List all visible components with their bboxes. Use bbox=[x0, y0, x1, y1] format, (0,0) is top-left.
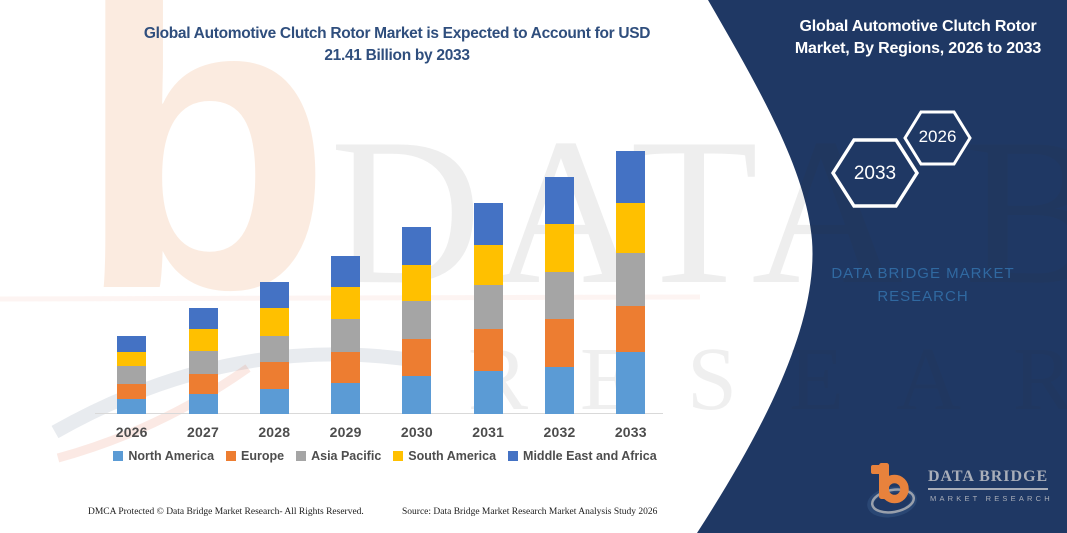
bar-2033 bbox=[616, 151, 646, 414]
legend-label: Middle East and Africa bbox=[523, 449, 657, 463]
bar-2028 bbox=[259, 281, 289, 414]
segment-europe-2032 bbox=[545, 319, 574, 367]
x-axis-label-2029: 2029 bbox=[329, 424, 362, 440]
segment-middle-east-and-africa-2031 bbox=[473, 202, 503, 245]
legend-swatch bbox=[226, 451, 237, 461]
x-axis-label-2030: 2030 bbox=[400, 424, 433, 440]
x-axis-label-2031: 2031 bbox=[472, 424, 505, 440]
segment-south-america-2033 bbox=[616, 203, 646, 254]
segment-north-america-2032 bbox=[545, 366, 574, 414]
segment-europe-2031 bbox=[473, 329, 503, 372]
segment-europe-2027 bbox=[188, 374, 218, 394]
bar-2029 bbox=[331, 255, 361, 414]
segment-south-america-2032 bbox=[545, 224, 574, 272]
banner-title: Global Automotive Clutch Rotor Market, B… bbox=[768, 16, 1067, 60]
chart-title: Global Automotive Clutch Rotor Market is… bbox=[77, 23, 717, 67]
segment-middle-east-and-africa-2033 bbox=[616, 151, 646, 204]
chart-title-line1: Global Automotive Clutch Rotor Market is… bbox=[143, 25, 651, 42]
segment-middle-east-and-africa-2029 bbox=[331, 255, 361, 288]
segment-asia-pacific-2027 bbox=[188, 350, 218, 374]
segment-south-america-2031 bbox=[473, 244, 503, 286]
chart-title-line2: 21.41 Billion by 2033 bbox=[324, 47, 470, 64]
legend-item-south-america: South America bbox=[393, 449, 496, 463]
segment-asia-pacific-2031 bbox=[473, 285, 503, 330]
chart-legend: North America Europe Asia Pacific South Ame… bbox=[25, 449, 745, 463]
panel-brand-text: DATA BRIDGE MARKET RESEARCH bbox=[798, 262, 1048, 308]
segment-middle-east-and-africa-2028 bbox=[259, 281, 289, 308]
legend-label: Asia Pacific bbox=[311, 449, 382, 463]
hexagon-2026-label: 2026 bbox=[918, 127, 957, 146]
x-axis-label-2032: 2032 bbox=[543, 424, 576, 440]
banner-title-line2: Market, By Regions, 2026 to 2033 bbox=[794, 40, 1042, 57]
segment-europe-2033 bbox=[616, 306, 646, 352]
x-axis-label-2028: 2028 bbox=[258, 424, 291, 440]
segment-north-america-2029 bbox=[331, 383, 361, 414]
segment-asia-pacific-2026 bbox=[117, 365, 147, 384]
data-bridge-logo-icon bbox=[867, 463, 917, 518]
legend-item-asia-pacific: Asia Pacific bbox=[296, 449, 381, 463]
segment-south-america-2026 bbox=[117, 352, 147, 366]
segment-south-america-2029 bbox=[331, 287, 361, 320]
bar-2032 bbox=[545, 176, 574, 414]
segment-south-america-2030 bbox=[402, 264, 432, 302]
bar-2030 bbox=[402, 227, 432, 414]
segment-north-america-2033 bbox=[616, 352, 646, 414]
segment-north-america-2027 bbox=[188, 394, 218, 414]
legend-item-middle-east-and-africa: Middle East and Africa bbox=[508, 449, 657, 463]
x-axis-line bbox=[95, 413, 663, 414]
footer-source: Source: Data Bridge Market Research Mark… bbox=[402, 507, 658, 517]
x-axis-label-2033: 2033 bbox=[614, 424, 647, 440]
segment-middle-east-and-africa-2026 bbox=[117, 335, 147, 353]
segment-europe-2026 bbox=[117, 384, 147, 399]
legend-swatch bbox=[113, 451, 124, 461]
footer-dmca: DMCA Protected © Data Bridge Market Rese… bbox=[88, 507, 364, 517]
data-bridge-logo: DATA BRIDGE MARKET RESEARCH bbox=[866, 452, 1056, 524]
segment-asia-pacific-2033 bbox=[616, 253, 646, 307]
segment-north-america-2028 bbox=[259, 388, 289, 414]
bar-2026 bbox=[117, 335, 147, 414]
segment-asia-pacific-2030 bbox=[402, 301, 432, 340]
x-axis-label-2027: 2027 bbox=[187, 424, 219, 440]
segment-south-america-2027 bbox=[188, 329, 218, 351]
logo-title: DATA BRIDGE bbox=[928, 468, 1049, 490]
segment-middle-east-and-africa-2030 bbox=[402, 227, 432, 265]
segment-europe-2030 bbox=[402, 339, 432, 377]
legend-swatch bbox=[508, 451, 519, 461]
segment-asia-pacific-2029 bbox=[331, 319, 361, 353]
bar-2031 bbox=[473, 202, 503, 414]
legend-label: South America bbox=[408, 449, 497, 463]
segment-europe-2029 bbox=[331, 352, 361, 384]
segment-north-america-2026 bbox=[117, 399, 147, 414]
segment-north-america-2030 bbox=[402, 376, 432, 414]
legend-label: North America bbox=[128, 449, 215, 463]
legend-swatch bbox=[296, 451, 307, 461]
segment-asia-pacific-2032 bbox=[545, 271, 574, 319]
segment-south-america-2028 bbox=[259, 307, 289, 336]
panel-brand-line1: DATA BRIDGE MARKET bbox=[831, 265, 1015, 282]
banner-title-line1: Global Automotive Clutch Rotor bbox=[799, 18, 1037, 35]
segment-europe-2028 bbox=[259, 362, 289, 389]
legend-item-europe: Europe bbox=[226, 449, 284, 463]
segment-north-america-2031 bbox=[473, 371, 503, 414]
segment-middle-east-and-africa-2032 bbox=[545, 176, 574, 224]
logo-subtitle: MARKET RESEARCH bbox=[930, 494, 1053, 503]
segment-middle-east-and-africa-2027 bbox=[188, 308, 218, 330]
segment-asia-pacific-2028 bbox=[259, 335, 289, 363]
panel-brand-line2: RESEARCH bbox=[877, 288, 969, 305]
legend-label: Europe bbox=[241, 449, 285, 463]
legend-item-north-america: North America bbox=[113, 449, 214, 463]
x-axis-label-2026: 2026 bbox=[115, 424, 148, 440]
bar-2027 bbox=[188, 308, 218, 414]
hexagon-2033-label: 2033 bbox=[853, 163, 897, 184]
legend-swatch bbox=[393, 451, 404, 461]
